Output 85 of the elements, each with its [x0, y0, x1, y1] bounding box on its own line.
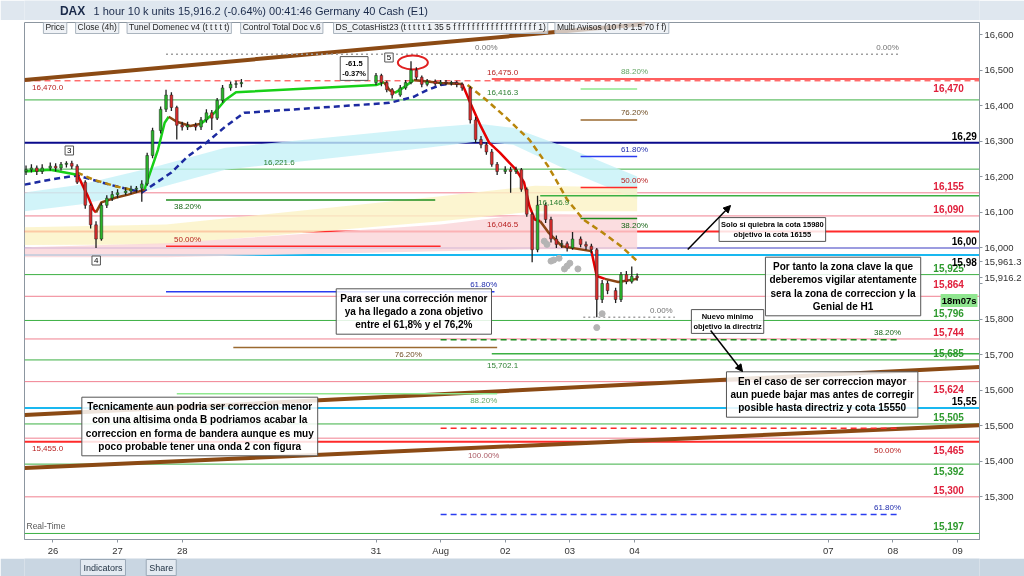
annotation: Close (4h)	[77, 21, 117, 32]
annotation: Control Total Doc v.6	[242, 21, 322, 32]
annotation: 61.80%	[873, 503, 902, 513]
annotation: DS_CotasHist23 (t t t t t 1 35 5 f f f f f f f f f f f f f f f f f f 1)	[335, 21, 546, 32]
annotation: 16,475.0	[486, 67, 519, 77]
annotation: 3	[67, 146, 73, 155]
x-tick-label: 04	[629, 544, 640, 556]
y-tick-label: 16,500	[984, 64, 1014, 76]
annotation: 15,455.0	[31, 444, 64, 454]
annotation: 50.00%	[620, 175, 649, 185]
ref-line-label: 15,744	[933, 326, 965, 338]
y-tick-label: 15,961.3	[984, 255, 1022, 267]
chart-subtitle: 1 hour 10 k units 15,916.2 (-0.64%) 00:41:46 Germany 40 Cash (E1)	[93, 4, 428, 17]
annotation: Por tanto la zona clave la que deberemos vigilar atentamente sera la zona de correccion y la Genial de H1	[769, 261, 918, 312]
annotation: 16,416.3	[486, 88, 519, 98]
ref-line-label: 16,155	[933, 180, 965, 192]
ref-line-label: 16,470	[933, 82, 965, 94]
ref-line-label: 15,505	[933, 411, 965, 423]
ref-line-label: 15,796	[933, 308, 965, 320]
annotation: 5	[386, 53, 392, 62]
y-tick-label: 15,700	[984, 348, 1014, 360]
annotation: 16,29	[951, 130, 978, 142]
x-tick-label: 09	[952, 544, 963, 556]
annotation: 88.20%	[470, 396, 498, 406]
annotation: 0.00%	[475, 42, 498, 52]
ref-line-label: 15,197	[933, 521, 965, 533]
text: Indicators	[83, 562, 123, 573]
annotation: 15,702.1	[486, 361, 519, 371]
annotation: 100.00%	[467, 450, 500, 460]
ref-line-label: 15,864	[933, 279, 965, 291]
y-tick-label: 15,800	[984, 313, 1014, 325]
chart-title: DAX	[59, 3, 86, 18]
annotation: 16,146.9	[538, 198, 570, 208]
x-tick-label: 31	[370, 544, 382, 556]
ref-line-label: 15,624	[933, 383, 965, 395]
annotation: En el caso de ser correccion mayor aun puede bajar mas antes de corregir posible hasta directriz y cota 15550	[730, 375, 914, 414]
y-tick-label: 15,500	[984, 419, 1014, 431]
annotation: Multi Avisos (10 f 3 1.5 70 f f)	[556, 21, 667, 32]
annotation: 76.20%	[620, 108, 649, 118]
x-tick-label: 03	[564, 544, 576, 556]
ref-line-label: 15,465	[933, 445, 965, 457]
annotation: 0.00%	[650, 305, 673, 315]
y-tick-label: 16,300	[984, 135, 1014, 147]
annotation: Real-Time	[26, 520, 66, 531]
ref-line-label: 15,300	[933, 484, 965, 496]
x-tick-label: 08	[887, 544, 899, 556]
annotation: 0.00%	[876, 42, 899, 52]
annotation: Tecnicamente aun podria ser correccion menor con una altisima onda B podriamos acabar la correccion en forma de bandera aunque es muy poco probable tener una onda 2 con figura	[85, 401, 315, 452]
annotation: 38.20%	[173, 202, 202, 212]
x-tick-label: 26	[47, 544, 59, 556]
x-tick-label: 27	[112, 544, 123, 556]
annotation: 18m07s	[941, 295, 977, 306]
ref-line-label: 16,090	[933, 203, 965, 215]
annotation: 61.80%	[620, 145, 649, 155]
y-tick-label: 16,000	[984, 241, 1014, 253]
text: Share	[149, 562, 174, 573]
y-tick-label: 15,916.2	[984, 271, 1022, 283]
y-tick-label: 15,400	[984, 455, 1014, 467]
y-tick-label: 16,400	[984, 99, 1014, 111]
x-tick-label: 28	[176, 544, 188, 556]
annotation: 38.20%	[620, 220, 649, 230]
annotation: 15,55	[951, 395, 978, 407]
y-tick-label: 16,600	[984, 28, 1014, 40]
y-tick-label: 16,100	[984, 206, 1014, 218]
x-tick-label: 07	[823, 544, 834, 556]
x-tick-label: 02	[499, 544, 511, 556]
y-tick-label: 15,300	[984, 490, 1014, 502]
annotation: 38.20%	[873, 328, 902, 338]
annotation: 16,470.0	[31, 83, 64, 93]
y-tick-label: 16,200	[984, 170, 1014, 182]
annotation: Price	[45, 21, 66, 32]
annotation: 50.00%	[873, 445, 902, 455]
annotation: Para ser una corrección menor ya ha llegado a zona objetivo entre el 61,8% y el 76,2%	[340, 292, 488, 331]
annotation: Tunel Domenec v4 (t t t t t)	[129, 21, 230, 32]
annotation: 16,046.5	[486, 219, 519, 229]
annotation: 4	[93, 256, 99, 265]
annotation: 61.80%	[470, 280, 498, 290]
annotation: 76.20%	[394, 349, 422, 359]
annotation: 50.00%	[173, 234, 202, 244]
ref-line-label: 15,392	[933, 466, 965, 478]
annotation: 16,00	[951, 235, 978, 247]
annotation: 88.20%	[620, 67, 649, 77]
annotation: 16,221.6	[263, 157, 296, 167]
x-tick-label: Aug	[432, 544, 450, 556]
y-tick-label: 15,600	[984, 384, 1014, 396]
